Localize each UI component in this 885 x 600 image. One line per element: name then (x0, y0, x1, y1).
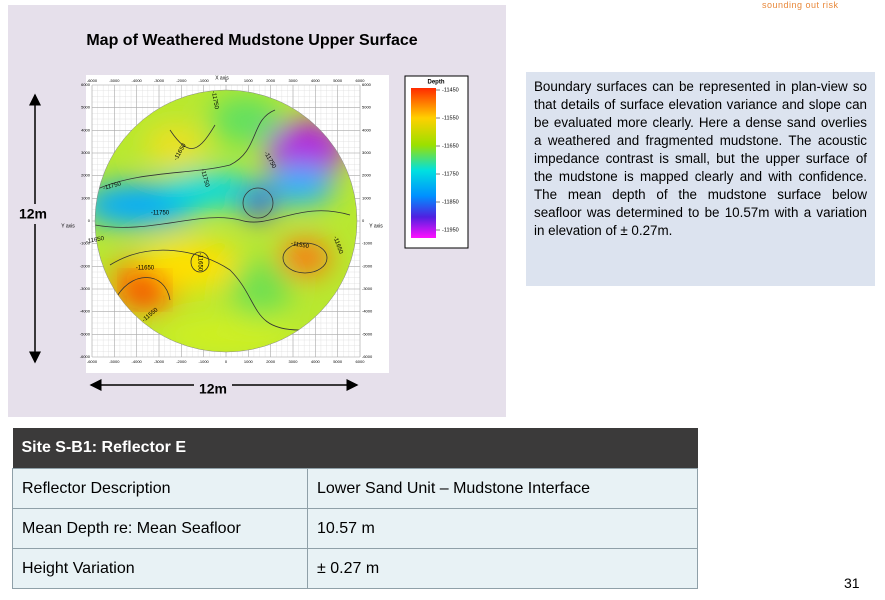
label-bg (194, 378, 232, 398)
x-tick-label: -3000 (154, 359, 165, 364)
y-tick-label: -6000 (80, 354, 91, 359)
y-tick-label: -6000 (362, 354, 373, 359)
x-tick-label: -6000 (87, 78, 98, 83)
y-axis-label: Y axis (61, 223, 75, 229)
y-tick-label: 0 (88, 218, 91, 223)
x-tick-label: 4000 (311, 359, 321, 364)
y-tick-label: -2000 (80, 263, 91, 268)
y-tick-label: 1000 (362, 195, 372, 200)
x-tick-label: 0 (225, 359, 228, 364)
cell: Lower Sand Unit – Mudstone Interface (307, 468, 698, 509)
y-tick-label: 4000 (362, 127, 372, 132)
cell: 10.57 m (307, 508, 698, 549)
contour-label: -11650 (196, 253, 202, 272)
y-tick-label: 6000 (81, 82, 91, 87)
legend-label: -11650 (442, 143, 459, 149)
x-tick-label: -2000 (176, 78, 187, 83)
contour-labels: -11750-11650-11750-11750-11750-11750-116… (86, 91, 344, 324)
legend-label: -11450 (442, 87, 459, 93)
x-tick-label: 4000 (311, 78, 321, 83)
x-tick-label: -2000 (176, 359, 187, 364)
x-tick-label: 1000 (244, 78, 254, 83)
x-tick-label: 6000 (356, 78, 366, 83)
y-tick-label: -4000 (362, 309, 373, 314)
x-tick-label: -1000 (199, 359, 210, 364)
x-tick-label: 3000 (289, 78, 299, 83)
width-label: 12m (199, 381, 227, 397)
map: Map of Weathered Mudstone Upper Surface … (16, 32, 469, 398)
y-tick-label: 4000 (81, 127, 91, 132)
x-axis-label: X axis (215, 75, 229, 81)
y-tick-label: -3000 (362, 286, 373, 291)
y-tick-label: 5000 (81, 105, 91, 110)
description: Boundary surfaces can be represented in … (526, 72, 875, 286)
height-label: 12m (19, 206, 47, 222)
y-tick-label: -1000 (80, 241, 91, 246)
contour-label: -11750 (103, 181, 123, 192)
tagline: sounding out risk (762, 0, 839, 10)
contour-label: -11750 (199, 169, 210, 189)
y-tick-label: 2000 (362, 173, 372, 178)
y-tick-label: 3000 (81, 150, 91, 155)
y-tick-label: -1000 (362, 241, 373, 246)
x-tick-label: -5000 (109, 359, 120, 364)
contour-label: -11650 (136, 266, 155, 272)
cell: Mean Depth re: Mean Seafloor (12, 508, 308, 549)
x-tick-label: 5000 (333, 359, 343, 364)
x-tick-label: 5000 (333, 78, 343, 83)
map-title: Map of Weathered Mudstone Upper Surface (86, 32, 417, 49)
cell: ± 0.27 m (307, 548, 698, 589)
x-tick-label: 1000 (244, 359, 254, 364)
y-tick-label: -5000 (80, 331, 91, 336)
x-tick-label: -1000 (199, 78, 210, 83)
legend-label: -11750 (442, 171, 459, 177)
legend-label: -11850 (442, 199, 459, 205)
x-tick-label: 2000 (266, 359, 276, 364)
contour-label: -11750 (151, 211, 170, 217)
summary-table: Site S-B1: Reflector E Reflector Descrip… (12, 428, 698, 589)
contour-label: -11650 (86, 236, 106, 245)
y-tick-label: -2000 (362, 263, 373, 268)
x-tick-label: 6000 (356, 359, 366, 364)
surface (95, 90, 357, 352)
y-tick-label: 0 (362, 218, 365, 223)
y-tick-label: 1000 (81, 195, 91, 200)
y-tick-label: 6000 (362, 82, 372, 87)
x-tick-label: 2000 (266, 78, 276, 83)
table-title: Site S-B1: Reflector E (12, 428, 698, 469)
y-tick-label: -4000 (80, 309, 91, 314)
x-tick-label: -5000 (109, 78, 120, 83)
y-tick-label: -3000 (80, 286, 91, 291)
x-tick-label: 3000 (289, 359, 299, 364)
x-tick-label: -6000 (87, 359, 98, 364)
x-tick-label: -4000 (132, 78, 143, 83)
page-number: 31 (844, 575, 860, 591)
label-bg (16, 204, 50, 224)
y-tick-label: 3000 (362, 150, 372, 155)
cell: Reflector Description (12, 468, 308, 509)
legend-label: -11950 (442, 227, 459, 233)
x-tick-label: -4000 (132, 359, 143, 364)
x-tick-label: 0 (225, 78, 228, 83)
legend-label: -11550 (442, 115, 459, 121)
legend-labels: -11450 -11550 -11650 -11750 -11850 -11950 (436, 87, 459, 233)
legend-colorbar (411, 88, 436, 238)
y-tick-label: -5000 (362, 331, 373, 336)
contour-label: -11550 (290, 241, 310, 250)
y-tick-label: 2000 (81, 173, 91, 178)
x-tick-label: -3000 (154, 78, 165, 83)
legend-title: Depth (428, 80, 445, 86)
y-axis-label: Y axis (369, 223, 383, 229)
y-tick-label: 5000 (362, 105, 372, 110)
contour-label: -11750 (210, 91, 219, 111)
cell: Height Variation (12, 548, 308, 589)
